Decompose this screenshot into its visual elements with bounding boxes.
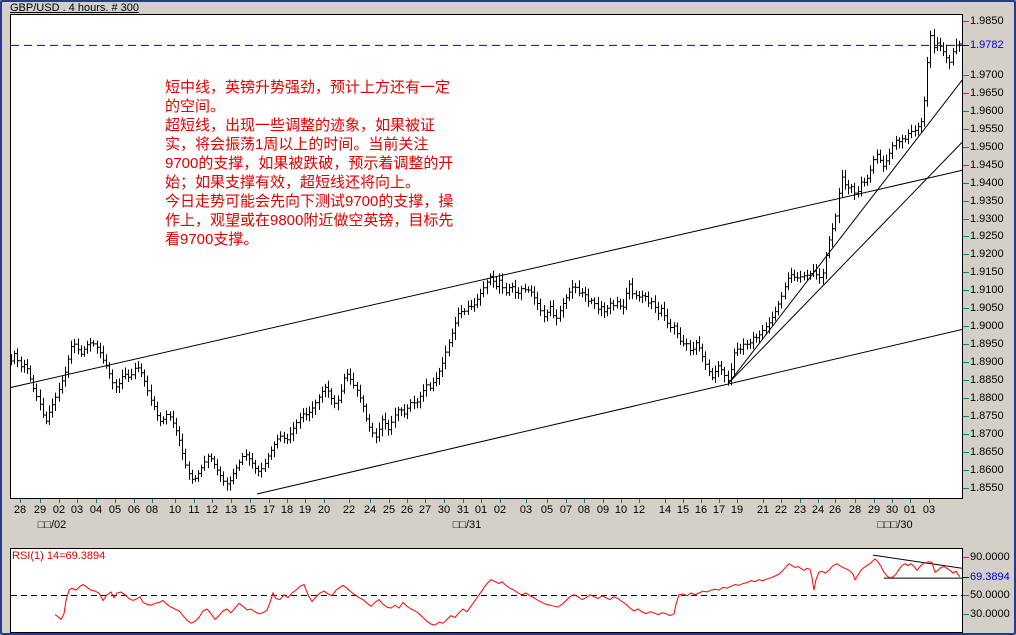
time-axis-label: 28 xyxy=(848,504,862,516)
time-axis-label: 21 xyxy=(756,504,770,516)
price-axis-label: 1.9550 xyxy=(970,122,1004,135)
rsi-indicator-label: RSI(1) 14=69.3894 xyxy=(12,550,106,562)
price-axis-label: 1.9450 xyxy=(970,158,1004,171)
month-label: □□/02 xyxy=(37,519,67,531)
time-axis-label: 01 xyxy=(903,504,917,516)
time-axis-label: 16 xyxy=(694,504,708,516)
time-axis-label: 23 xyxy=(793,504,807,516)
time-axis-label: 13 xyxy=(224,504,238,516)
price-axis-label: 1.9000 xyxy=(970,320,1004,333)
price-axis-label: 1.9200 xyxy=(970,248,1004,261)
time-axis-label: 05 xyxy=(108,504,122,516)
price-axis-label: 1.9150 xyxy=(970,266,1004,279)
time-axis-label: 08 xyxy=(145,504,159,516)
price-axis-label: 1.8650 xyxy=(970,445,1004,458)
time-axis-label: 02 xyxy=(493,504,507,516)
current-price-label: 1.9782 xyxy=(970,39,1004,52)
price-axis-label: 1.9850 xyxy=(970,15,1004,27)
time-axis-label: 03 xyxy=(519,504,533,516)
annotation-line: 9700的支撑，如果被跌破，预示着调整的开 xyxy=(165,155,454,172)
time-axis-label: 30 xyxy=(885,504,899,516)
time-axis-label: 30 xyxy=(437,504,451,516)
price-axis-label: 1.9600 xyxy=(970,104,1004,117)
time-axis-label: 03 xyxy=(922,504,936,516)
time-axis-label: 29 xyxy=(867,504,881,516)
time-axis-label: 06 xyxy=(127,504,141,516)
price-axis-label: 1.9250 xyxy=(970,230,1004,243)
price-axis-label: 1.9100 xyxy=(970,284,1004,297)
chart-title: GBP/USD . 4 hours. # 300 xyxy=(10,2,140,14)
time-axis-label: 17 xyxy=(262,504,276,516)
time-axis-label: 24 xyxy=(363,504,377,516)
time-axis-label: 10 xyxy=(614,504,628,516)
annotation-line: 短中线，英镑升势强劲，预计上方还有一定 xyxy=(165,79,451,96)
price-axis-label: 1.8950 xyxy=(970,338,1004,351)
price-axis-label: 1.9400 xyxy=(970,176,1004,189)
price-axis-label: 1.9300 xyxy=(970,212,1004,225)
time-axis-label: 02 xyxy=(52,504,66,516)
time-axis-label: 22 xyxy=(774,504,788,516)
time-axis-label: 07 xyxy=(559,504,573,516)
time-axis-label: 25 xyxy=(382,504,396,516)
annotation-line: 始；如果支撑有效，超短线还将向上。 xyxy=(165,174,421,191)
price-axis-label: 1.8900 xyxy=(970,356,1004,369)
time-axis-label: 12 xyxy=(632,504,646,516)
annotation-line: 实，将会振荡1周以上的时间。当前关注 xyxy=(165,136,429,153)
price-axis-label: 1.8850 xyxy=(970,374,1004,387)
time-axis-label: 04 xyxy=(89,504,103,516)
price-axis-label: 1.8550 xyxy=(970,481,1004,494)
price-axis-label: 1.9050 xyxy=(970,302,1004,315)
price-axis-label: 1.8600 xyxy=(970,463,1004,476)
time-axis-label: 28 xyxy=(13,504,27,516)
month-label: □□□/30 xyxy=(877,519,913,531)
price-axis-label: 1.9650 xyxy=(970,86,1004,99)
annotation-line: 超短线，出现一些调整的迹象，如果被证 xyxy=(165,117,436,134)
time-axis-label: 24 xyxy=(811,504,825,516)
annotation-line: 作上，观望或在9800附近做空英镑，目标先 xyxy=(165,212,454,229)
rsi-axis-label: 90.0000 xyxy=(970,551,1010,564)
time-axis-label: 19 xyxy=(298,504,312,516)
price-axis-label: 1.8800 xyxy=(970,392,1004,405)
price-axis-label: 1.9500 xyxy=(970,140,1004,153)
time-axis-label: 03 xyxy=(70,504,84,516)
rsi-axis-label: 50.0000 xyxy=(970,588,1010,601)
time-axis-label: 10 xyxy=(168,504,182,516)
time-axis-label: 17 xyxy=(712,504,726,516)
time-axis-label: 14 xyxy=(658,504,672,516)
time-axis-label: 08 xyxy=(577,504,591,516)
rsi-current-value-label: 69.3894 xyxy=(970,570,1010,583)
analysis-annotation: 短中线，英镑升势强劲，预计上方还有一定 的空间。超短线，出现一些调整的迹象，如果被… xyxy=(165,78,601,249)
time-axis-label: 15 xyxy=(676,504,690,516)
time-axis-label: 15 xyxy=(243,504,257,516)
time-axis-label: 01 xyxy=(474,504,488,516)
time-axis-label: 22 xyxy=(342,504,356,516)
time-axis-label: 27 xyxy=(418,504,432,516)
annotation-line: 今日走势可能会先向下测试9700的支撑，操 xyxy=(165,193,454,210)
time-axis-label: 18 xyxy=(280,504,294,516)
time-axis-label: 26 xyxy=(828,504,842,516)
rsi-chart-canvas[interactable] xyxy=(10,548,963,633)
time-axis-label: 05 xyxy=(540,504,554,516)
price-axis-label: 1.8700 xyxy=(970,427,1004,440)
rsi-axis-label: 30.0000 xyxy=(970,607,1010,620)
time-axis-label: 31 xyxy=(456,504,470,516)
price-axis-label: 1.9700 xyxy=(970,68,1004,81)
time-axis-label: 12 xyxy=(205,504,219,516)
price-axis-label: 1.8750 xyxy=(970,410,1004,423)
time-axis-label: 20 xyxy=(317,504,331,516)
time-axis-label: 29 xyxy=(33,504,47,516)
annotation-line: 的空间。 xyxy=(165,98,226,115)
month-label: □□/31 xyxy=(452,519,482,531)
time-axis-label: 11 xyxy=(188,504,200,516)
time-axis-label: 19 xyxy=(730,504,744,516)
annotation-line: 看9700支撑。 xyxy=(165,231,259,248)
price-axis-label: 1.9350 xyxy=(970,194,1004,207)
time-axis-label: 09 xyxy=(596,504,610,516)
time-axis-label: 26 xyxy=(400,504,414,516)
